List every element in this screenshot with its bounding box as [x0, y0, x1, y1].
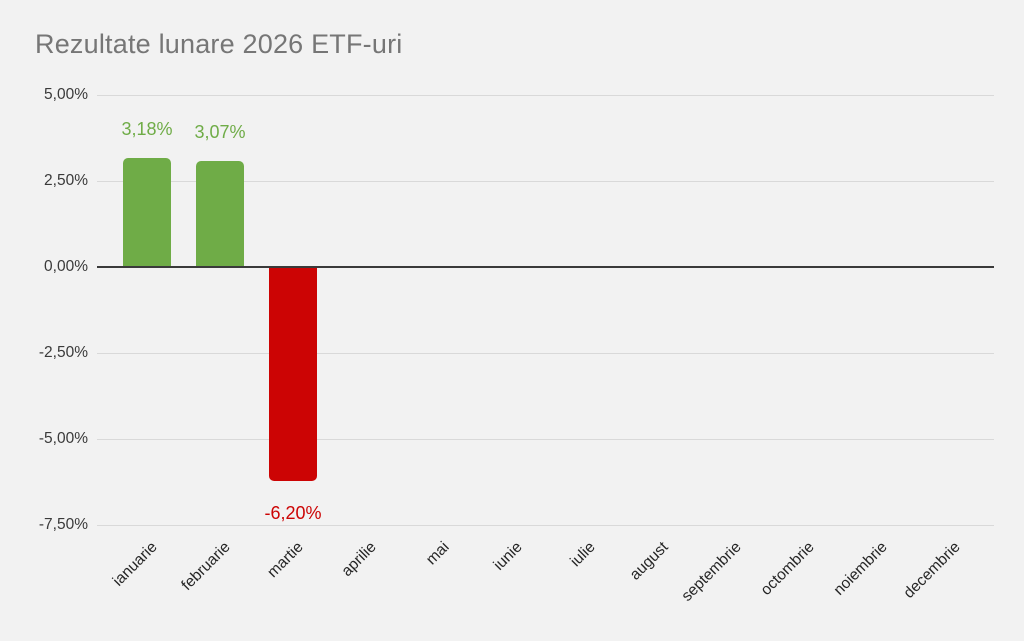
chart-title: Rezultate lunare 2026 ETF-uri: [35, 29, 403, 59]
gridline: [97, 525, 994, 526]
y-axis-tick-label: 0,00%: [44, 258, 88, 275]
y-axis-tick-label: -7,50%: [38, 516, 88, 533]
y-axis-tick-label: 2,50%: [44, 172, 88, 189]
gridline: [97, 439, 994, 440]
y-axis-tick-label: -5,00%: [38, 430, 88, 447]
y-axis-tick-label: -2,50%: [38, 344, 88, 361]
value-label-ianuarie: 3,18%: [121, 119, 173, 139]
y-axis-tick-label: 5,00%: [44, 86, 88, 103]
gridline: [97, 353, 994, 354]
bar-ianuarie: [123, 158, 171, 267]
value-label-februarie: 3,07%: [194, 122, 246, 142]
value-label-martie: -6,20%: [264, 503, 322, 523]
bar-martie: [269, 268, 317, 481]
x-axis-line: [97, 266, 994, 268]
gridline: [97, 95, 994, 96]
gridline: [97, 181, 994, 182]
bar-februarie: [196, 161, 244, 267]
